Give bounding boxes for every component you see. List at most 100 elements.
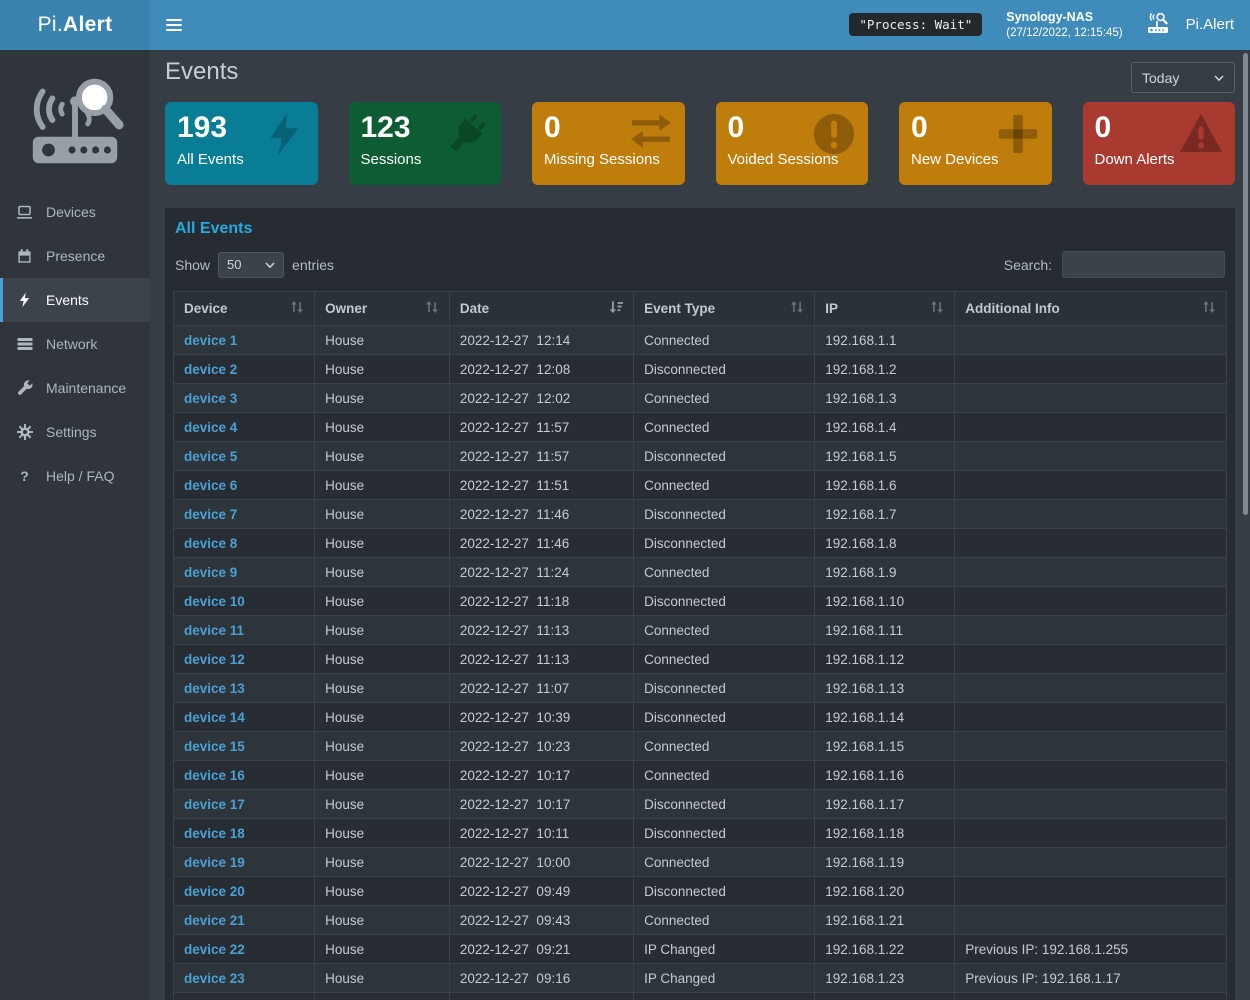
date-cell: 2022-12-27 11:46 bbox=[448, 499, 635, 529]
device-link[interactable]: device 16 bbox=[184, 767, 245, 783]
sidebar-item-settings[interactable]: Settings bbox=[0, 410, 150, 454]
additional-info-cell bbox=[954, 470, 1227, 500]
sidebar-item-presence[interactable]: Presence bbox=[0, 234, 150, 278]
column-header-event-type[interactable]: Event Type bbox=[633, 291, 816, 326]
sidebar-item-events[interactable]: Events bbox=[0, 278, 150, 322]
device-link[interactable]: device 22 bbox=[184, 941, 245, 957]
column-header-label: Additional Info bbox=[965, 301, 1060, 316]
owner-cell: House bbox=[314, 818, 450, 848]
column-header-date[interactable]: Date bbox=[448, 291, 635, 326]
column-header-device[interactable]: Device bbox=[172, 291, 316, 326]
stat-card-down-alerts[interactable]: 0 Down Alerts bbox=[1082, 102, 1235, 185]
sidebar-menu: Devices Presence Events Network Maintena… bbox=[0, 190, 150, 498]
device-link[interactable]: device 15 bbox=[184, 738, 245, 754]
period-select[interactable]: Today bbox=[1131, 62, 1235, 93]
device-link[interactable]: device 7 bbox=[184, 506, 238, 522]
device-link[interactable]: device 20 bbox=[184, 883, 245, 899]
device-link[interactable]: device 4 bbox=[184, 419, 238, 435]
ip-cell: 192.168.1.18 bbox=[814, 818, 956, 848]
owner-cell: House bbox=[314, 354, 450, 384]
top-navbar: Pi.Alert "Process: Wait" Synology-NAS (2… bbox=[0, 0, 1250, 50]
device-link[interactable]: device 14 bbox=[184, 709, 245, 725]
column-header-additional-info[interactable]: Additional Info bbox=[954, 291, 1227, 326]
device-cell: device 15 bbox=[172, 731, 316, 761]
table-controls: Show 50 entries Search: bbox=[173, 251, 1227, 278]
device-cell: device 24 bbox=[172, 992, 316, 1000]
device-link[interactable]: device 3 bbox=[184, 390, 238, 406]
additional-info-cell: Previous IP: 192.168.1.17 bbox=[954, 963, 1227, 993]
device-link[interactable]: device 18 bbox=[184, 825, 245, 841]
stat-card-all-events[interactable]: 193 All Events bbox=[165, 102, 318, 185]
device-link[interactable]: device 12 bbox=[184, 651, 245, 667]
device-link[interactable]: device 11 bbox=[184, 622, 245, 638]
device-link[interactable]: device 9 bbox=[184, 564, 238, 580]
stat-card-value: 193 bbox=[177, 111, 228, 144]
event-type-cell: Connected bbox=[633, 383, 816, 413]
ip-cell: 192.168.1.23 bbox=[814, 963, 956, 993]
device-link[interactable]: device 19 bbox=[184, 854, 245, 870]
device-link[interactable]: device 23 bbox=[184, 970, 245, 986]
table-row: device 14 House 2022-12-27 10:39 Disconnect… bbox=[172, 702, 1227, 732]
hamburger-menu-icon[interactable] bbox=[150, 0, 196, 50]
event-type-cell: Disconnected bbox=[633, 673, 816, 703]
event-type-cell: Connected bbox=[633, 760, 816, 790]
additional-info-cell bbox=[954, 789, 1227, 819]
event-type-cell: Connected bbox=[633, 905, 816, 935]
device-link[interactable]: device 17 bbox=[184, 796, 245, 812]
sidebar-item-maintenance[interactable]: Maintenance bbox=[0, 366, 150, 410]
date-cell: 2022-12-27 11:18 bbox=[448, 586, 635, 616]
table-row: device 18 House 2022-12-27 10:11 Disconnect… bbox=[172, 818, 1227, 848]
date-cell: 2022-12-27 10:11 bbox=[448, 818, 635, 848]
device-link[interactable]: device 1 bbox=[184, 332, 238, 348]
device-link[interactable]: device 8 bbox=[184, 535, 238, 551]
ip-cell: 192.168.1.24 bbox=[814, 992, 956, 1000]
stat-card-sessions[interactable]: 123 Sessions bbox=[348, 102, 501, 185]
brand-logo[interactable]: Pi.Alert bbox=[0, 0, 150, 50]
event-type-cell: Connected bbox=[633, 992, 816, 1000]
device-link[interactable]: device 2 bbox=[184, 361, 238, 377]
device-link[interactable]: device 10 bbox=[184, 593, 245, 609]
event-type-cell: Disconnected bbox=[633, 702, 816, 732]
device-link[interactable]: device 5 bbox=[184, 448, 238, 464]
search-input[interactable] bbox=[1062, 251, 1225, 278]
device-link[interactable]: device 13 bbox=[184, 680, 245, 696]
stat-card-label: New Devices bbox=[911, 150, 999, 168]
sidebar-item-help-faq[interactable]: ? Help / FAQ bbox=[0, 454, 150, 498]
date-cell: 2022-12-27 11:13 bbox=[448, 615, 635, 645]
stat-card-value: 0 bbox=[1094, 111, 1112, 144]
table-row: device 2 House 2022-12-27 12:08 Disconnecte… bbox=[172, 354, 1227, 384]
ip-cell: 192.168.1.13 bbox=[814, 673, 956, 703]
device-link[interactable]: device 6 bbox=[184, 477, 238, 493]
device-cell: device 22 bbox=[172, 934, 316, 964]
date-cell: 2022-12-27 09:21 bbox=[448, 934, 635, 964]
navbar-pialert-link[interactable]: Pi.Alert bbox=[1147, 12, 1234, 37]
stat-card-new-devices[interactable]: 0 New Devices bbox=[899, 102, 1052, 185]
date-cell: 2022-12-27 12:14 bbox=[448, 325, 635, 355]
ip-cell: 192.168.1.7 bbox=[814, 499, 956, 529]
stat-card-voided-sessions[interactable]: 0 Voided Sessions bbox=[715, 102, 868, 185]
event-type-cell: Disconnected bbox=[633, 818, 816, 848]
additional-info-cell bbox=[954, 615, 1227, 645]
owner-cell: House bbox=[314, 615, 450, 645]
process-status-badge[interactable]: "Process: Wait" bbox=[849, 13, 983, 37]
column-header-owner[interactable]: Owner bbox=[314, 291, 450, 326]
exchange-icon bbox=[628, 111, 674, 157]
sidebar-item-network[interactable]: Network bbox=[0, 322, 150, 366]
gear-icon bbox=[16, 424, 33, 440]
sidebar-item-devices[interactable]: Devices bbox=[0, 190, 150, 234]
table-row: device 15 House 2022-12-27 10:23 Connected 1… bbox=[172, 731, 1227, 761]
page-length-select[interactable]: 50 bbox=[218, 251, 285, 278]
column-header-ip[interactable]: IP bbox=[814, 291, 956, 326]
scrollbar-thumb[interactable] bbox=[1243, 53, 1248, 515]
owner-cell: House bbox=[314, 905, 450, 935]
device-cell: device 5 bbox=[172, 441, 316, 471]
ip-cell: 192.168.1.9 bbox=[814, 557, 956, 587]
owner-cell: House bbox=[314, 789, 450, 819]
event-type-cell: Disconnected bbox=[633, 499, 816, 529]
device-link[interactable]: device 21 bbox=[184, 912, 245, 928]
owner-cell: House bbox=[314, 557, 450, 587]
stat-card-missing-sessions[interactable]: 0 Missing Sessions bbox=[532, 102, 685, 185]
owner-cell: House bbox=[314, 934, 450, 964]
additional-info-cell bbox=[954, 325, 1227, 355]
table-row: device 19 House 2022-12-27 10:00 Connected 1… bbox=[172, 847, 1227, 877]
